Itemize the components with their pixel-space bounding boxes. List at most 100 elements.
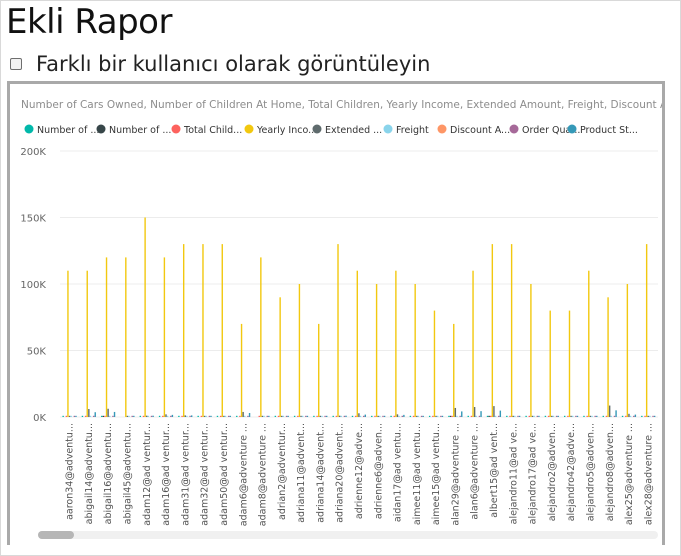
bar[interactable] <box>263 415 265 417</box>
bar[interactable] <box>81 415 84 417</box>
bar[interactable] <box>165 414 167 417</box>
bar[interactable] <box>379 415 381 417</box>
bar[interactable] <box>203 415 206 417</box>
category-group[interactable] <box>139 217 154 418</box>
bar[interactable] <box>343 415 346 417</box>
bar[interactable] <box>409 415 412 417</box>
bar[interactable] <box>316 415 318 417</box>
bar[interactable] <box>109 415 111 417</box>
bar[interactable] <box>321 415 323 417</box>
bar[interactable] <box>73 415 76 417</box>
category-group[interactable] <box>544 310 559 417</box>
bar[interactable] <box>514 415 516 417</box>
bar[interactable] <box>318 323 320 417</box>
bar[interactable] <box>494 415 497 417</box>
bar[interactable] <box>401 415 403 417</box>
bar[interactable] <box>126 415 129 417</box>
bar[interactable] <box>248 413 251 417</box>
bar[interactable] <box>131 415 133 417</box>
bar[interactable] <box>478 415 481 417</box>
category-group[interactable] <box>525 284 540 417</box>
bar[interactable] <box>266 415 268 417</box>
bar[interactable] <box>189 415 191 417</box>
bar[interactable] <box>491 244 494 417</box>
bar[interactable] <box>170 415 172 417</box>
bar[interactable] <box>571 415 574 417</box>
bar[interactable] <box>518 415 521 417</box>
bar[interactable] <box>68 415 71 417</box>
bar[interactable] <box>70 415 72 417</box>
bar[interactable] <box>305 415 307 417</box>
bar[interactable] <box>219 415 222 417</box>
bar[interactable] <box>205 415 207 417</box>
bar[interactable] <box>652 415 654 417</box>
bar[interactable] <box>536 415 539 417</box>
bar[interactable] <box>356 270 358 417</box>
bar[interactable] <box>332 415 334 417</box>
report-visual[interactable]: Number of Cars Owned, Number of Children… <box>7 81 681 545</box>
bar[interactable] <box>152 415 154 417</box>
bar[interactable] <box>236 415 238 417</box>
category-group[interactable] <box>313 323 328 417</box>
bar[interactable] <box>285 415 288 417</box>
bar[interactable] <box>470 415 473 417</box>
bar[interactable] <box>414 284 416 417</box>
bar[interactable] <box>274 415 277 417</box>
bar[interactable] <box>75 415 77 417</box>
horizontal-scrollbar[interactable] <box>38 531 658 539</box>
bar[interactable] <box>240 323 243 417</box>
bar[interactable] <box>433 310 436 417</box>
bar[interactable] <box>65 415 68 417</box>
legend-item[interactable]: Freight <box>383 124 430 137</box>
bar[interactable] <box>475 415 477 417</box>
bar[interactable] <box>498 415 500 417</box>
legend-item[interactable]: Yearly Inco... <box>244 124 318 137</box>
bar[interactable] <box>649 415 651 417</box>
bar[interactable] <box>282 415 285 417</box>
bar[interactable] <box>459 415 461 417</box>
bar[interactable] <box>454 407 457 417</box>
bar[interactable] <box>358 413 360 417</box>
bar[interactable] <box>351 415 354 417</box>
bar[interactable] <box>67 270 69 417</box>
bar[interactable] <box>182 244 185 417</box>
bar[interactable] <box>448 415 450 417</box>
bar[interactable] <box>293 415 296 417</box>
category-group[interactable] <box>258 257 270 417</box>
category-group[interactable] <box>641 244 656 417</box>
bar[interactable] <box>375 284 378 417</box>
bar[interactable] <box>634 414 637 417</box>
bar[interactable] <box>451 415 453 417</box>
bar[interactable] <box>528 415 531 417</box>
bar[interactable] <box>473 407 476 417</box>
bar[interactable] <box>591 415 593 417</box>
bar[interactable] <box>102 415 105 417</box>
bar[interactable] <box>382 415 384 417</box>
bar[interactable] <box>517 415 519 417</box>
category-group[interactable] <box>351 270 366 417</box>
bar[interactable] <box>324 415 326 417</box>
category-group[interactable] <box>158 257 174 417</box>
bar[interactable] <box>279 297 281 417</box>
bar[interactable] <box>337 244 339 417</box>
bar[interactable] <box>605 415 608 417</box>
bar[interactable] <box>570 415 572 417</box>
bar[interactable] <box>107 408 109 417</box>
bar[interactable] <box>128 415 130 417</box>
bar[interactable] <box>594 415 596 417</box>
bar[interactable] <box>181 415 183 417</box>
bar[interactable] <box>533 415 535 417</box>
bar[interactable] <box>162 415 164 417</box>
category-group[interactable] <box>274 297 289 417</box>
bar[interactable] <box>287 415 289 417</box>
bar[interactable] <box>645 244 648 417</box>
bar[interactable] <box>628 413 630 417</box>
bar[interactable] <box>105 257 108 417</box>
bar[interactable] <box>277 415 280 417</box>
bar[interactable] <box>359 415 362 417</box>
category-group[interactable] <box>125 257 135 417</box>
category-group[interactable] <box>236 323 251 417</box>
bar[interactable] <box>568 310 571 417</box>
legend-item[interactable]: Discount A... <box>437 124 511 137</box>
bar[interactable] <box>89 415 92 417</box>
